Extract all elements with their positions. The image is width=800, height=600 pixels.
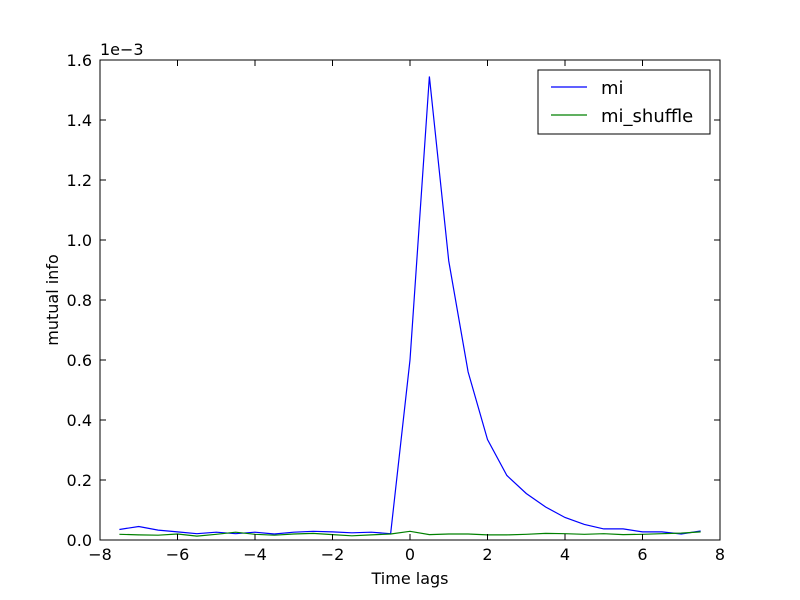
y-tick-label: 1.2 [67, 171, 92, 190]
x-tick-label: −2 [321, 545, 345, 564]
legend-label-mi: mi [601, 78, 624, 99]
plot-lines [119, 76, 701, 537]
y-tick-label: 0.4 [67, 411, 92, 430]
x-tick-label: −8 [88, 545, 112, 564]
x-tick-label: 0 [405, 545, 415, 564]
x-axis-label: Time lags [371, 569, 449, 588]
y-tick-label: 1.4 [67, 111, 92, 130]
x-tick-label: −4 [243, 545, 267, 564]
legend: mi mi_shuffle [537, 69, 711, 135]
x-tick-label: 4 [560, 545, 570, 564]
y-tick-label: 0.8 [67, 291, 92, 310]
legend-box [537, 69, 711, 135]
axis-ticks: −8 −6 −4 −2 0 2 4 6 8 0.0 0.2 0.4 0.6 0.8 1.0 1.2 1.4 1.6 [67, 51, 726, 564]
y-tick-label: 0.0 [67, 531, 92, 550]
x-tick-label: 8 [715, 545, 725, 564]
series-line-mi [119, 76, 701, 535]
legend-label-mi-shuffle: mi_shuffle [601, 106, 693, 127]
series-line-mi-shuffle [119, 530, 701, 537]
y-tick-label: 0.6 [67, 351, 92, 370]
y-tick-label: 1.0 [67, 231, 92, 250]
y-tick-label: 1.6 [67, 51, 92, 70]
x-tick-label: −6 [166, 545, 190, 564]
y-tick-label: 0.2 [67, 471, 92, 490]
x-tick-label: 6 [637, 545, 647, 564]
x-tick-label: 2 [482, 545, 492, 564]
y-axis-label: mutual info [43, 254, 62, 345]
y-scale-label: 1e−3 [100, 40, 144, 59]
